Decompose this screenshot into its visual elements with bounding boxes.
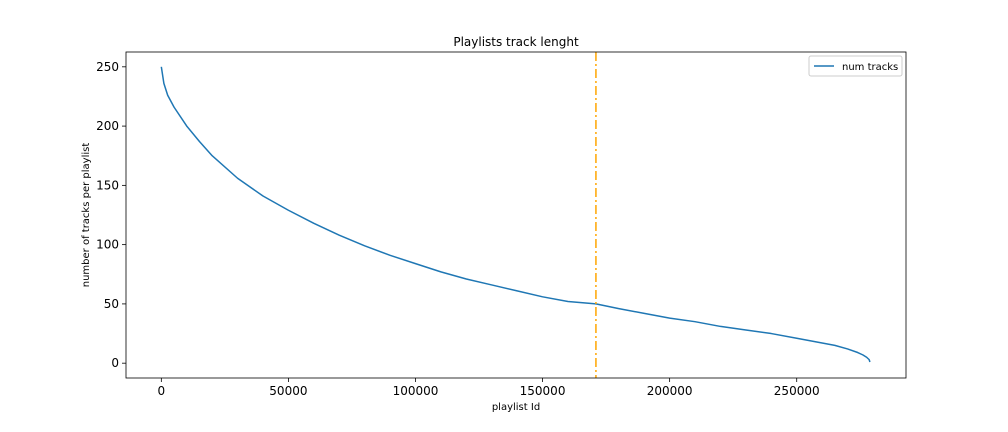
- x-tick-label: 0: [158, 384, 166, 398]
- x-tick-label: 100000: [393, 384, 439, 398]
- x-axis: 0 50000 100000 150000 200000 250000: [158, 378, 820, 398]
- x-tick-label: 250000: [774, 384, 820, 398]
- x-tick-label: 150000: [520, 384, 566, 398]
- plot-area: [125, 51, 907, 379]
- legend: num tracks: [808, 55, 903, 77]
- y-tick-label: 50: [104, 297, 119, 311]
- y-axis: 0 50 100 150 200 250: [96, 60, 126, 370]
- y-tick-label: 200: [96, 119, 119, 133]
- x-tick-label: 200000: [647, 384, 693, 398]
- y-axis-label: number of tracks per playlist: [81, 143, 92, 288]
- x-axis-label: playlist Id: [492, 402, 540, 413]
- y-tick-label: 150: [96, 178, 119, 192]
- legend-box: [808, 55, 903, 77]
- legend-label-num-tracks: num tracks: [842, 62, 898, 73]
- y-tick-label: 0: [111, 356, 119, 370]
- series-line-0: [160, 66, 871, 363]
- chart-title: Playlists track lenght: [453, 35, 579, 49]
- plot-frame: [125, 51, 907, 379]
- y-tick-label: 250: [96, 60, 119, 74]
- x-tick-label: 50000: [269, 384, 307, 398]
- y-tick-label: 100: [96, 238, 119, 252]
